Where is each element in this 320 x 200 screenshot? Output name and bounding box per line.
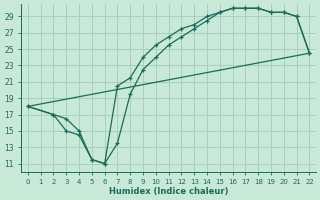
X-axis label: Humidex (Indice chaleur): Humidex (Indice chaleur) <box>109 187 228 196</box>
